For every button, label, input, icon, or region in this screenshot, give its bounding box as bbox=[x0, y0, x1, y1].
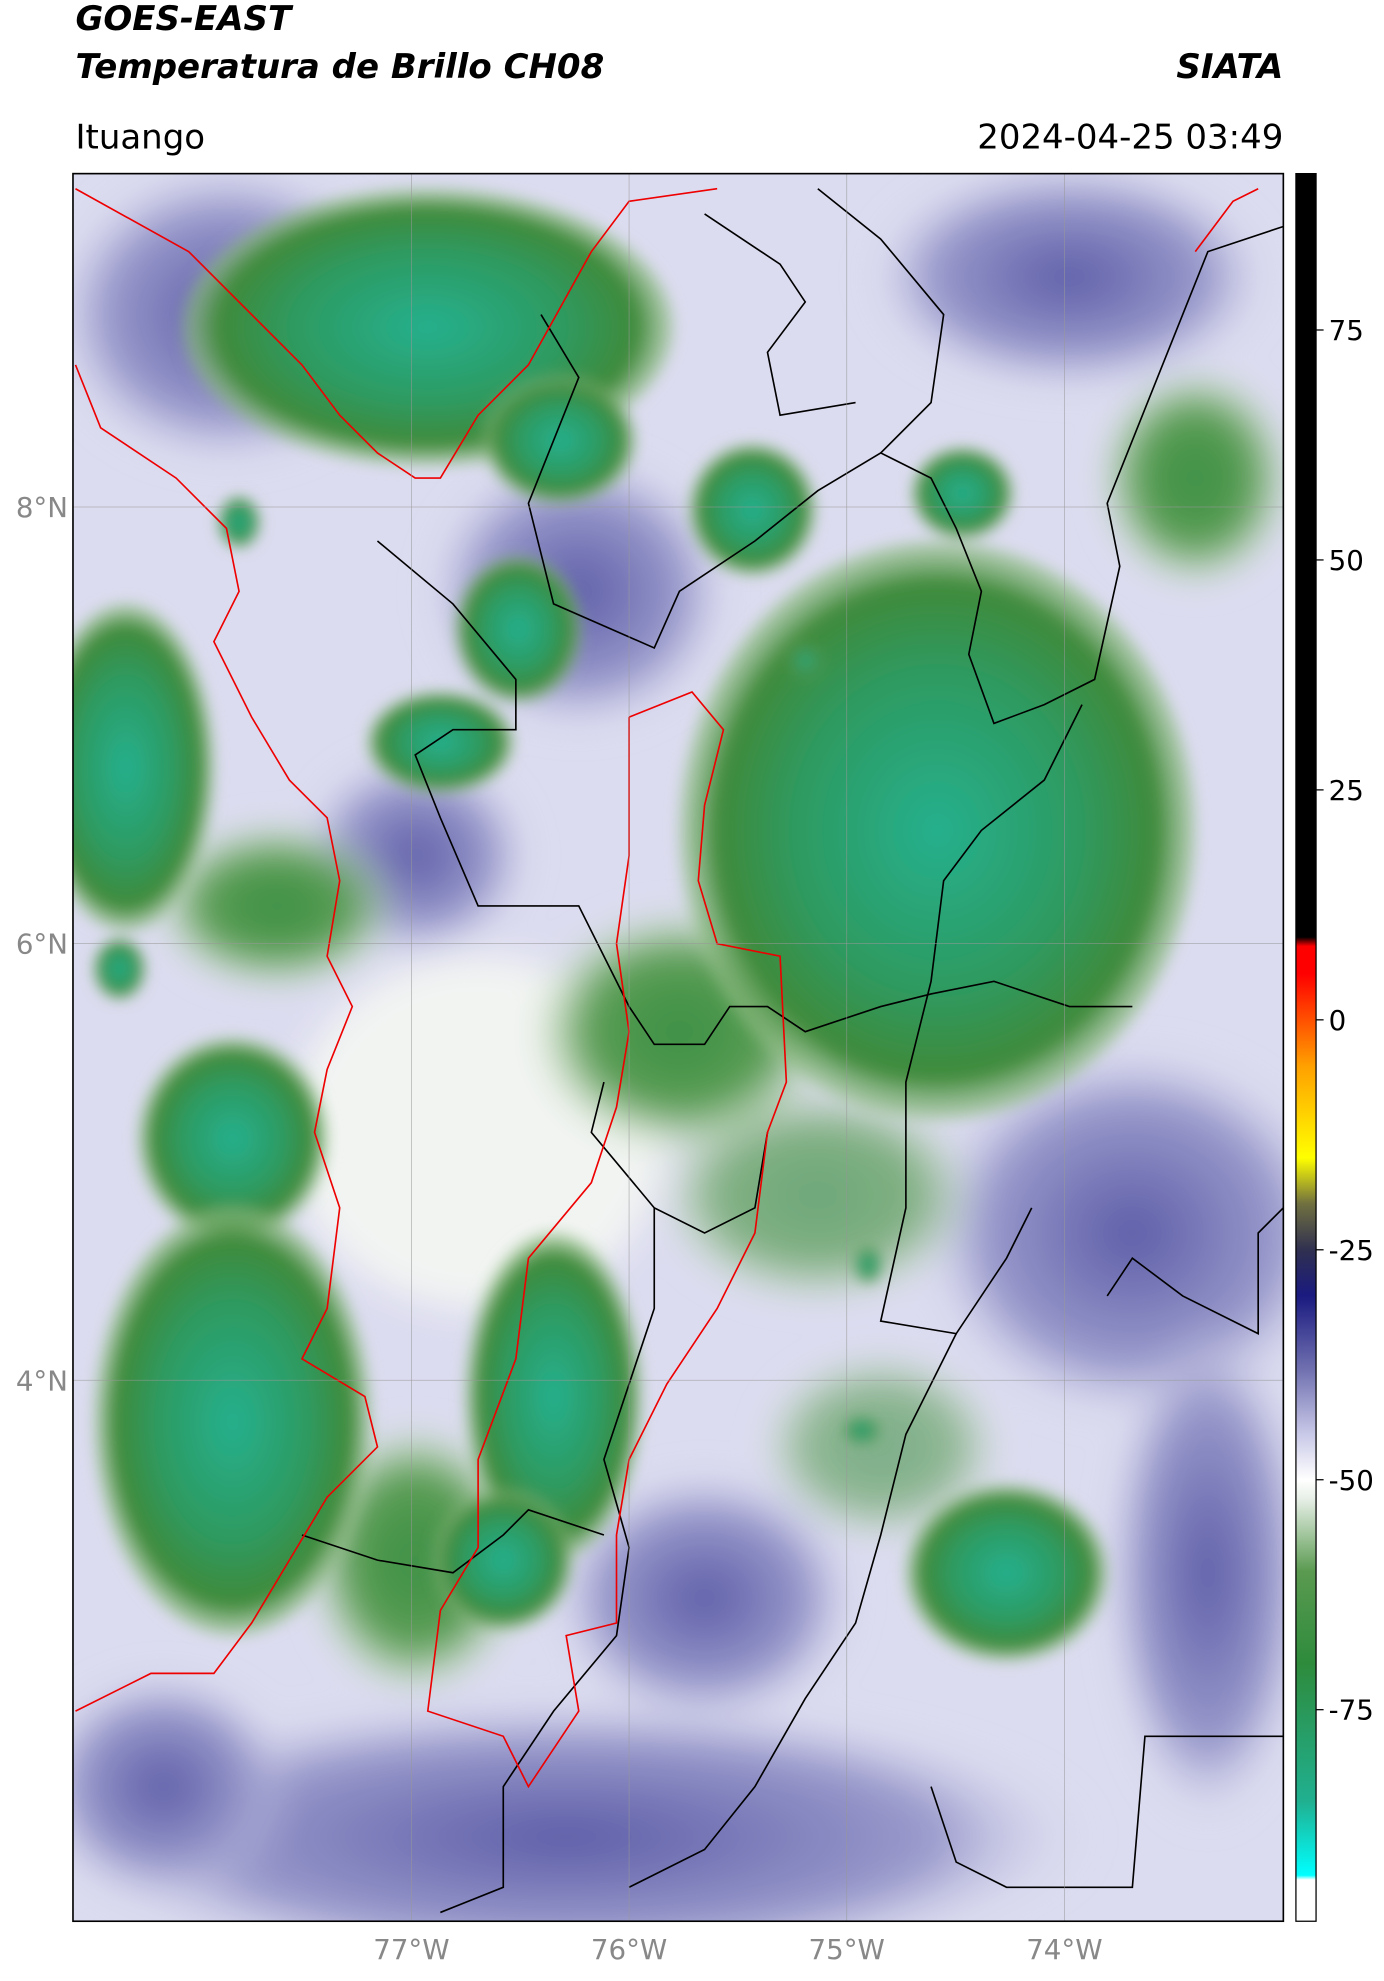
map-image bbox=[72, 173, 1284, 1922]
colorbar-tick-label: 25 bbox=[1329, 774, 1364, 807]
colorbar-tick-label: 0 bbox=[1329, 1004, 1347, 1037]
x-tick-label: 75°W bbox=[809, 1933, 885, 1966]
y-tick-label: 6°N bbox=[16, 928, 68, 961]
colorbar bbox=[1295, 172, 1317, 1922]
timestamp: 2024-04-25 03:49 bbox=[977, 117, 1283, 157]
colorbar-tick-label: -50 bbox=[1329, 1464, 1374, 1497]
location: Ituango bbox=[75, 117, 205, 157]
colorbar-tick-label: 50 bbox=[1329, 544, 1364, 577]
x-tick-label: 74°W bbox=[1026, 1933, 1102, 1966]
colorbar-tick-label: 75 bbox=[1329, 314, 1364, 347]
colorbar-tick-label: -75 bbox=[1329, 1694, 1374, 1727]
y-tick-label: 8°N bbox=[16, 491, 68, 524]
colorbar-tick-label: -25 bbox=[1329, 1234, 1374, 1267]
map-frame bbox=[72, 172, 1285, 1923]
x-tick-label: 76°W bbox=[591, 1933, 667, 1966]
y-tick-label: 4°N bbox=[16, 1364, 68, 1397]
subtitle: Temperatura de Brillo CH08 bbox=[75, 47, 604, 87]
source: SIATA bbox=[1176, 47, 1283, 87]
title: GOES-EAST bbox=[75, 0, 293, 39]
x-tick-label: 77°W bbox=[373, 1933, 449, 1966]
